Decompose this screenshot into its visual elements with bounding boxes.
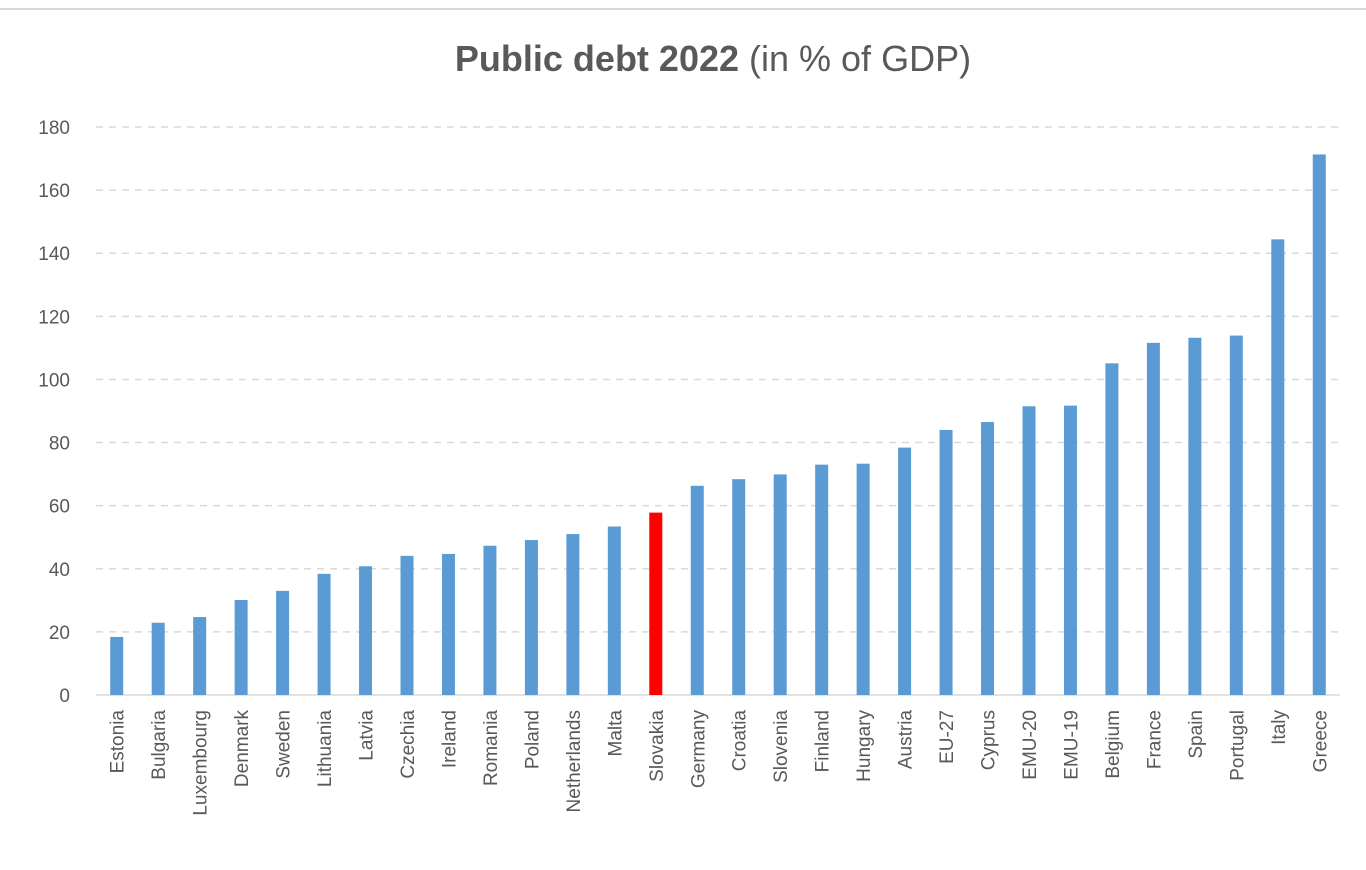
bar-emu-19 [1063, 405, 1077, 695]
y-tick-label: 40 [49, 560, 70, 581]
y-tick-label: 120 [38, 307, 70, 328]
bar-netherlands [566, 534, 580, 695]
bar-slovenia [773, 474, 787, 695]
bar-estonia [110, 636, 124, 695]
y-axis: 0 20 40 60 80 100 120 140 160 180 [38, 118, 70, 707]
bar-emu-20 [1022, 406, 1036, 695]
bar-germany [690, 485, 704, 695]
bar-france [1146, 342, 1160, 695]
bar-austria [898, 447, 912, 695]
bar-portugal [1229, 335, 1243, 695]
x-tick-label: Lithuania [315, 710, 336, 788]
x-tick-label: Greece [1310, 710, 1331, 772]
chart-title: Public debt 2022 (in % of GDP) [0, 38, 1366, 80]
y-tick-label: 0 [59, 686, 70, 707]
bar-czechia [400, 555, 414, 695]
y-tick-label: 100 [38, 370, 70, 391]
chart-title-unit: (in % of GDP) [739, 38, 972, 79]
x-tick-label: Austria [896, 710, 917, 770]
x-tick-label: Bulgaria [149, 710, 170, 780]
x-tick-label: Belgium [1103, 710, 1124, 779]
x-tick-label: Cyprus [979, 710, 1000, 770]
bar-malta [607, 526, 621, 695]
x-tick-label: Slovakia [647, 710, 668, 782]
x-axis-labels: Estonia Bulgaria Luxembourg Denmark Sweden Li… [108, 710, 1332, 816]
bar-slovakia [649, 512, 663, 695]
bar-hungary [856, 463, 870, 695]
x-tick-label: Sweden [274, 710, 295, 779]
y-tick-label: 160 [38, 181, 70, 202]
x-tick-label: Denmark [232, 710, 253, 788]
x-tick-label: Hungary [854, 710, 875, 782]
bar-lithuania [317, 573, 331, 695]
bar-cyprus [981, 422, 995, 695]
x-tick-label: Croatia [730, 710, 751, 772]
x-tick-label: Finland [813, 710, 834, 772]
x-tick-label: Portugal [1227, 710, 1248, 781]
bar-ireland [441, 553, 455, 695]
x-tick-label: Ireland [439, 710, 460, 768]
x-tick-label: Germany [688, 710, 709, 789]
x-tick-label: Slovenia [771, 710, 792, 783]
x-tick-label: Spain [1186, 710, 1207, 759]
x-tick-label: EMU-19 [1061, 710, 1082, 780]
y-tick-label: 80 [49, 434, 70, 455]
bar-eu-27 [939, 429, 953, 695]
x-tick-label: Czechia [398, 710, 419, 779]
x-tick-label: EMU-20 [1020, 710, 1041, 780]
y-tick-label: 60 [49, 497, 70, 518]
x-tick-label: Netherlands [564, 710, 585, 812]
chart-title-main: Public debt 2022 [454, 38, 740, 79]
bar-bulgaria [151, 622, 165, 695]
bar-belgium [1105, 363, 1119, 695]
bar-sweden [276, 590, 290, 695]
x-tick-label: Estonia [108, 710, 129, 774]
bar-finland [815, 464, 829, 695]
y-tick-label: 20 [49, 623, 70, 644]
bar-italy [1271, 239, 1285, 696]
bar-denmark [234, 600, 248, 695]
x-tick-label: Poland [522, 710, 543, 769]
bar-spain [1188, 337, 1202, 695]
x-tick-label: EU-27 [937, 710, 958, 764]
bars [110, 154, 1326, 696]
x-tick-label: Italy [1269, 710, 1290, 745]
x-tick-label: France [1144, 710, 1165, 769]
x-tick-label: Luxembourg [191, 710, 212, 816]
bar-luxembourg [193, 617, 207, 695]
top-divider [0, 8, 1366, 10]
bar-greece [1312, 154, 1326, 695]
bar-romania [483, 545, 497, 695]
y-tick-label: 140 [38, 244, 70, 265]
x-tick-label: Latvia [357, 710, 378, 761]
x-tick-label: Romania [481, 710, 502, 786]
x-tick-label: Malta [605, 710, 626, 757]
bar-poland [524, 540, 538, 695]
bar-latvia [359, 566, 373, 695]
bar-croatia [732, 479, 746, 695]
y-tick-label: 180 [38, 118, 70, 139]
